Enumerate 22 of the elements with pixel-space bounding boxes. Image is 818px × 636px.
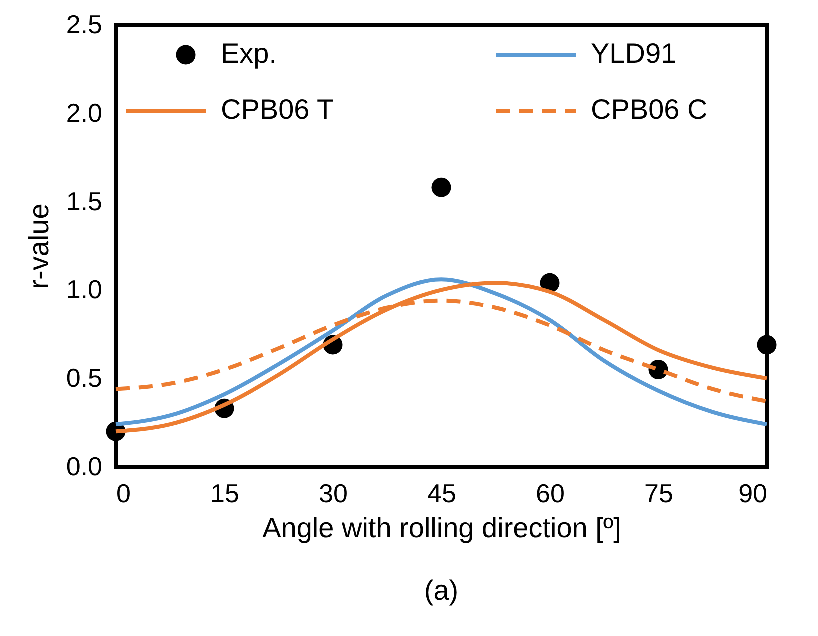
y-tick-label: 0.5 <box>66 363 102 394</box>
y-axis-title: r-value <box>23 204 54 290</box>
x-tick-label: 90 <box>738 478 768 508</box>
legend-label: CPB06 C <box>591 94 708 125</box>
x-tick-label: 15 <box>210 478 240 508</box>
legend-label: YLD91 <box>591 38 677 69</box>
y-tick-label: 1.5 <box>66 186 102 216</box>
text: (a) <box>424 575 459 606</box>
x-tick-label: 0 <box>116 478 131 508</box>
point <box>432 178 452 198</box>
point <box>757 335 777 355</box>
legend-label: CPB06 T <box>221 94 334 125</box>
y-tick-label: 2.5 <box>66 10 102 40</box>
x-axis-title: Angle with rolling direction [º] <box>262 512 622 544</box>
x-tick-label: 45 <box>428 478 456 508</box>
x-tick-label: 30 <box>319 478 348 508</box>
y-tick-label: 2.0 <box>66 98 102 128</box>
y-tick-label: 1.0 <box>66 274 102 305</box>
x-tick-label: 75 <box>644 478 674 508</box>
x-tick-label: 60 <box>536 478 565 508</box>
legend-label: Exp. <box>221 38 278 69</box>
y-tick-label: 0.0 <box>66 452 102 482</box>
